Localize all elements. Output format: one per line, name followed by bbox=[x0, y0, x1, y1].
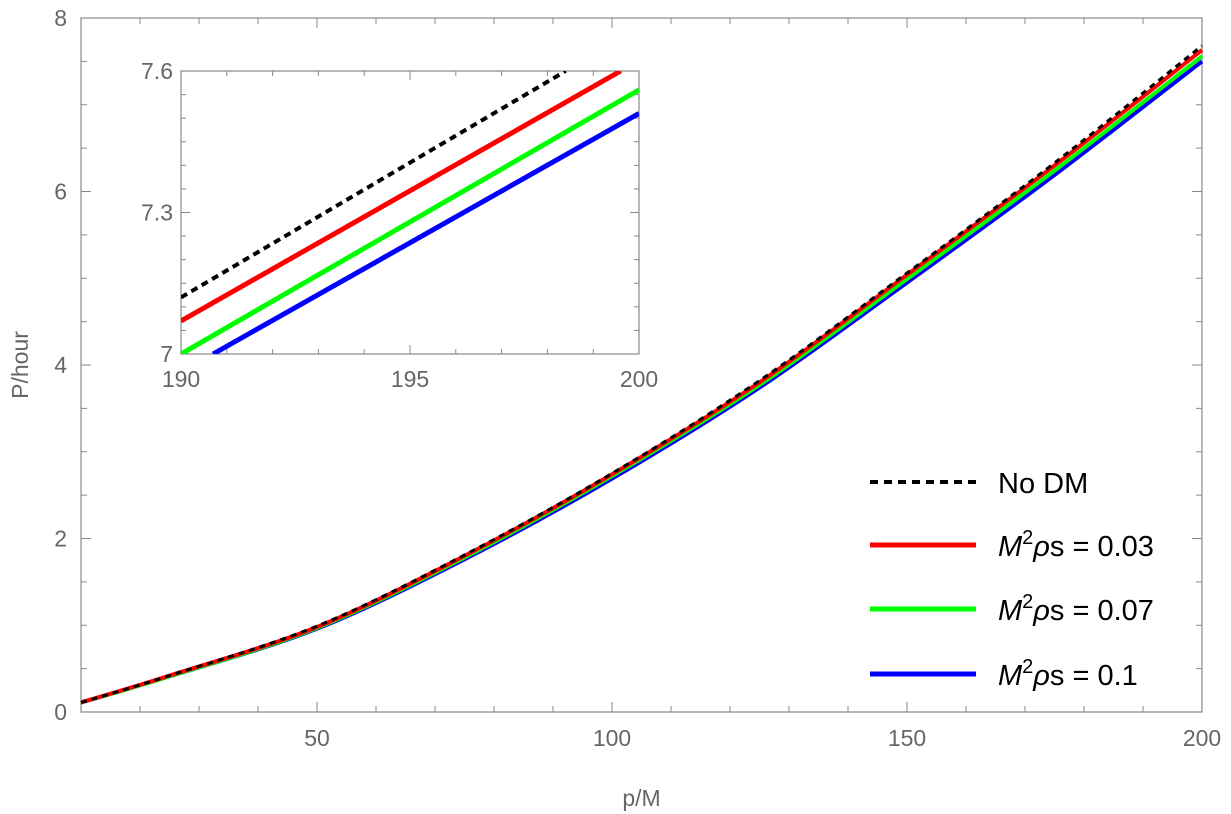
main-plot: 50 100 150 200 0 2 4 6 8 p/M P/hour bbox=[7, 5, 1221, 811]
inset-x-tick-label: 195 bbox=[391, 366, 429, 392]
y-tick-label: 6 bbox=[54, 179, 67, 205]
x-tick-label: 200 bbox=[1183, 725, 1221, 751]
legend-label-2: M2ρs = 0.07 bbox=[998, 591, 1154, 627]
y-tick-label: 0 bbox=[54, 699, 67, 725]
inset-plot: 190 195 200 7 7.3 7.6 bbox=[141, 58, 658, 392]
inset-x-tick-label: 190 bbox=[162, 366, 200, 392]
x-tick-label: 150 bbox=[888, 725, 926, 751]
x-axis-title: p/M bbox=[622, 785, 660, 811]
series-line-0 bbox=[80, 44, 1203, 704]
inset-y-tick-label: 7.6 bbox=[141, 58, 173, 84]
legend: No DM M2ρs = 0.03 M2ρs = 0.07 M2ρs = 0.1 bbox=[870, 468, 1154, 692]
inset-frame bbox=[180, 70, 640, 355]
x-tick-label: 100 bbox=[593, 725, 631, 751]
inset-y-tick-label: 7 bbox=[160, 341, 173, 367]
inset-series-line-1 bbox=[181, 71, 622, 324]
inset-x-tick-label: 200 bbox=[620, 366, 658, 392]
inset-series-line-3 bbox=[211, 111, 639, 354]
y-tick-label: 8 bbox=[54, 5, 67, 31]
inset-series-line-0 bbox=[181, 71, 567, 300]
y-axis-title: P/hour bbox=[7, 331, 33, 399]
legend-label-1: M2ρs = 0.03 bbox=[998, 527, 1154, 563]
x-tick-label: 50 bbox=[304, 725, 330, 751]
legend-label-3: M2ρs = 0.1 bbox=[998, 656, 1138, 692]
inset-y-tick-label: 7.3 bbox=[141, 200, 173, 226]
inset-series-line-2 bbox=[181, 87, 639, 354]
inset-series-group bbox=[181, 71, 639, 354]
legend-label-0: No DM bbox=[998, 468, 1088, 500]
y-tick-label: 2 bbox=[54, 526, 67, 552]
y-tick-label: 4 bbox=[54, 352, 67, 378]
